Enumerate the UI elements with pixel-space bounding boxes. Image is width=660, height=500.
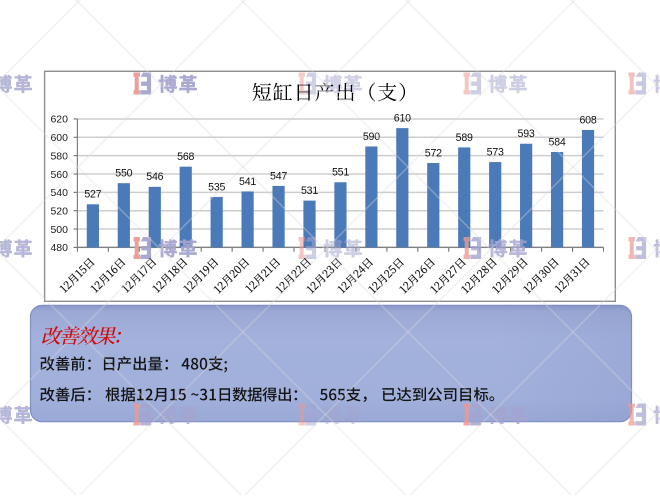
svg-text:500: 500 (50, 224, 68, 236)
svg-text:551: 551 (332, 167, 349, 179)
svg-text:535: 535 (208, 181, 225, 193)
svg-text:593: 593 (518, 128, 535, 140)
svg-text:560: 560 (50, 169, 68, 181)
svg-text:573: 573 (487, 147, 504, 159)
svg-text:546: 546 (146, 171, 163, 183)
svg-text:550: 550 (115, 168, 132, 180)
svg-text:584: 584 (549, 136, 566, 148)
svg-text:531: 531 (301, 185, 318, 197)
svg-text:590: 590 (363, 131, 380, 143)
svg-text:540: 540 (50, 187, 68, 199)
svg-text:620: 620 (50, 114, 68, 126)
svg-text:600: 600 (50, 132, 68, 144)
svg-text:547: 547 (270, 170, 287, 182)
svg-text:520: 520 (50, 206, 68, 218)
svg-text:568: 568 (177, 151, 194, 163)
svg-text:589: 589 (456, 132, 473, 144)
svg-text:541: 541 (239, 176, 256, 188)
svg-text:580: 580 (50, 151, 68, 163)
svg-text:527: 527 (84, 189, 101, 201)
svg-text:610: 610 (394, 113, 411, 125)
svg-text:480: 480 (50, 242, 68, 254)
svg-text:608: 608 (579, 114, 596, 126)
svg-text:572: 572 (425, 147, 442, 159)
